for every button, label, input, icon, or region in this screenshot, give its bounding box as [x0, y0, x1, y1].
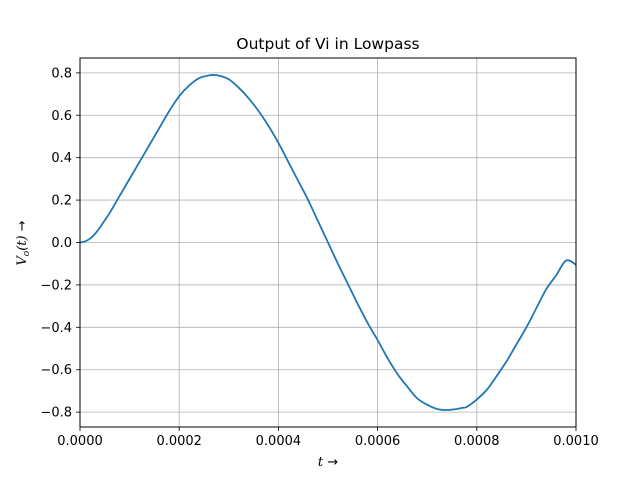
y-axis-label-var: V [15, 255, 30, 266]
y-axis-label: Vo(t) → [15, 220, 32, 265]
y-axis-label-arrow: → [15, 220, 30, 235]
y-tick-label: 0.8 [51, 66, 72, 81]
y-tick-label: −0.8 [40, 406, 72, 421]
y-tick-label: −0.4 [40, 321, 72, 336]
x-tick-label: 0.0004 [256, 434, 302, 449]
y-tick-label: −0.6 [40, 363, 72, 378]
y-tick-label: −0.2 [40, 278, 72, 293]
chart-title: Output of Vi in Lowpass [236, 35, 419, 53]
series-layer [79, 74, 577, 411]
x-axis-label: t → [318, 455, 338, 470]
x-tick-label: 0.0000 [57, 434, 103, 449]
x-axis-label-arrow: → [323, 455, 338, 470]
y-axis-label-rest: (t) [15, 235, 30, 250]
ticks-layer: 0.0000 0.0002 0.0004 0.0006 0.0008 0.0010 −0.8… [40, 66, 598, 449]
series-line-0 [79, 74, 577, 411]
y-tick-label: 0.4 [51, 151, 72, 166]
y-tick-label: 0.6 [51, 109, 72, 124]
x-tick-label: 0.0008 [454, 434, 500, 449]
x-axis-label-var: t [318, 455, 324, 470]
y-tick-label: 0.2 [51, 194, 72, 209]
x-tick-label: 0.0002 [156, 434, 202, 449]
x-tick-label: 0.0010 [553, 434, 599, 449]
y-tick-label: 0.0 [51, 236, 72, 251]
x-tick-label: 0.0006 [355, 434, 401, 449]
y-axis-label-sub: o [22, 250, 32, 256]
